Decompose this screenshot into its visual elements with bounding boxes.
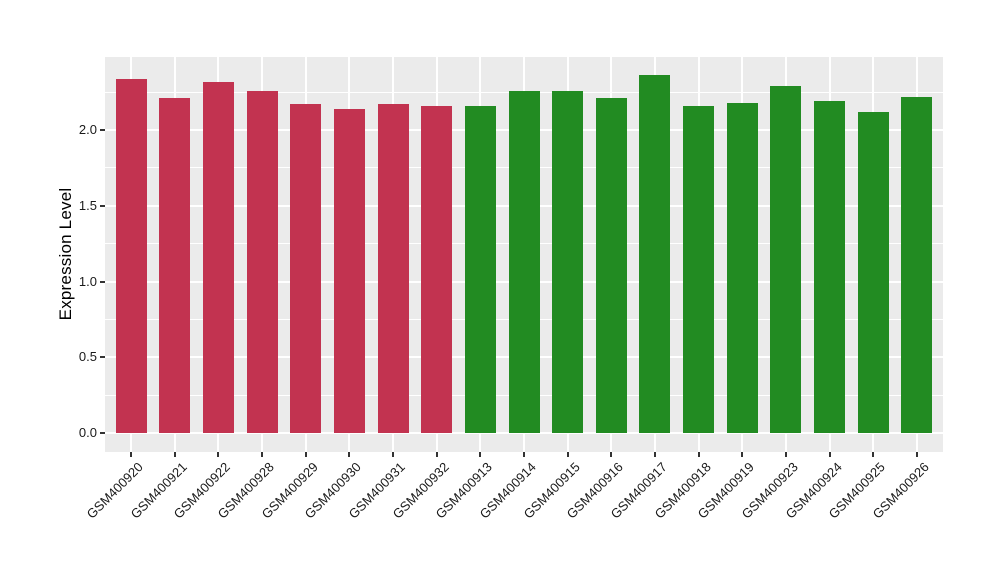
- x-tick-mark: [217, 452, 220, 457]
- x-tick-mark: [741, 452, 744, 457]
- x-tick-mark: [479, 452, 482, 457]
- bar-GSM400922: [202, 81, 234, 434]
- x-tick-mark: [784, 452, 787, 457]
- bar-GSM400915: [552, 90, 584, 434]
- y-tick-mark: [100, 204, 105, 207]
- bar-GSM400930: [333, 108, 365, 434]
- y-tick-mark: [100, 129, 105, 132]
- bar-GSM400925: [857, 111, 889, 434]
- bar-GSM400931: [377, 104, 409, 434]
- y-tick-mark: [100, 356, 105, 359]
- bar-GSM400919: [726, 102, 758, 434]
- x-tick-mark: [261, 452, 264, 457]
- y-tick-label: 0.0: [78, 425, 97, 441]
- x-tick-mark: [435, 452, 438, 457]
- y-tick-label: 2.0: [78, 122, 97, 138]
- x-tick-mark: [348, 452, 351, 457]
- x-tick-mark: [566, 452, 569, 457]
- bar-GSM400924: [814, 101, 846, 434]
- bar-GSM400926: [901, 96, 933, 434]
- bar-GSM400923: [770, 86, 802, 434]
- y-tick-label: 0.5: [78, 349, 97, 365]
- plot-panel: [105, 57, 943, 452]
- bar-GSM400928: [246, 90, 278, 434]
- y-tick-label: 1.0: [78, 273, 97, 289]
- x-tick-mark: [173, 452, 176, 457]
- bar-GSM400918: [683, 105, 715, 434]
- x-tick-mark: [610, 452, 613, 457]
- bar-GSM400916: [595, 98, 627, 434]
- x-tick-mark: [130, 452, 133, 457]
- x-tick-mark: [304, 452, 307, 457]
- x-tick-mark: [523, 452, 525, 457]
- x-tick-mark: [653, 452, 656, 457]
- bar-GSM400914: [508, 90, 540, 434]
- bar-GSM400920: [115, 78, 147, 434]
- x-tick-mark: [697, 452, 700, 457]
- y-tick-label: 1.5: [78, 197, 97, 213]
- bar-GSM400913: [464, 105, 496, 434]
- y-tick-mark: [100, 432, 105, 435]
- y-tick-mark: [100, 280, 105, 283]
- bar-GSM400929: [290, 104, 322, 434]
- x-tick-mark: [872, 452, 875, 457]
- bar-GSM400921: [159, 98, 191, 434]
- x-tick-mark: [828, 452, 831, 457]
- bar-GSM400917: [639, 75, 671, 434]
- x-tick-mark: [392, 452, 395, 457]
- bar-GSM400932: [421, 105, 453, 434]
- x-tick-mark: [915, 452, 918, 457]
